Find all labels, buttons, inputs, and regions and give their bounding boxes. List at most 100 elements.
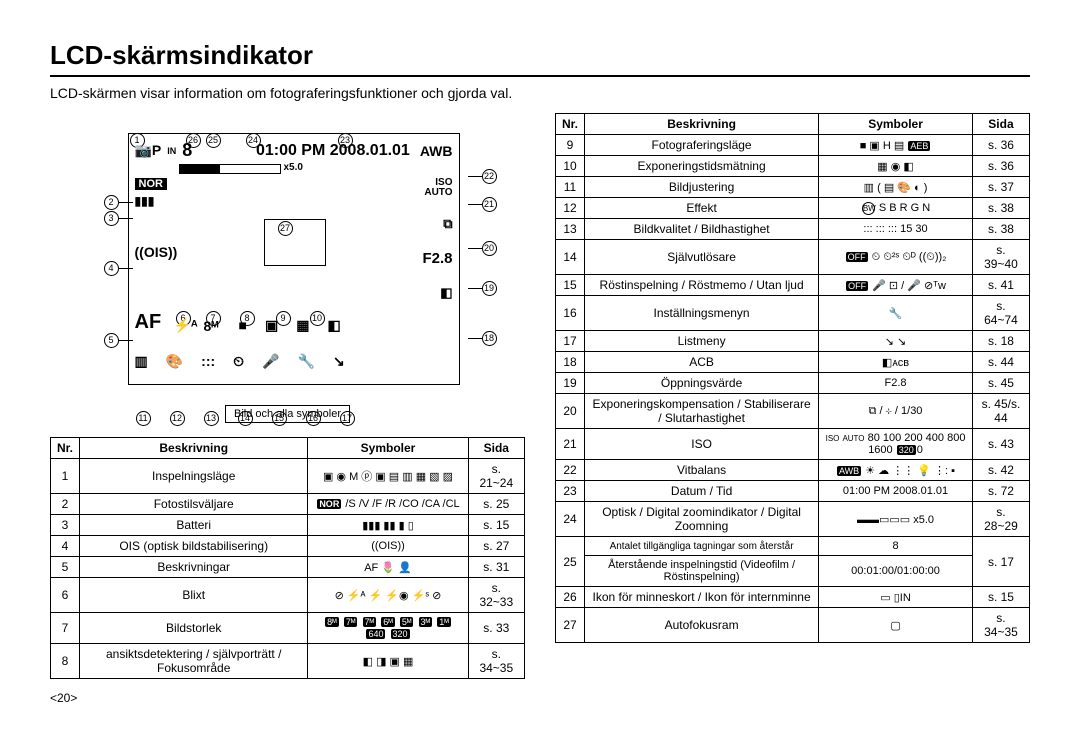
cell-page: s. 42 — [972, 460, 1029, 481]
callout-13: 13 — [204, 411, 219, 426]
cell-sym: OFF 🎤 ⊡ / 🎤 ⊘ᵀw — [819, 275, 973, 296]
th-desc: Beskrivning — [80, 438, 308, 459]
right-icons: ISO AUTO ⧉ F2.8 ◧ — [422, 178, 452, 301]
table-row: 25Antalet tillgängliga tagningar som åte… — [556, 537, 1030, 556]
size-icon: 8ᴹ — [204, 318, 219, 334]
cell-desc: ISO — [585, 429, 819, 460]
cell-page: s. 39~40 — [972, 240, 1029, 275]
table-row: 11Bildjustering▥ ( ▤ 🎨 ◐ )s. 37 — [556, 177, 1030, 198]
cell-nr: 12 — [556, 198, 585, 219]
ois-icon: ((OIS)) — [135, 244, 178, 260]
cell-page: s. 21~24 — [468, 459, 524, 494]
table-row: 2FotostilsväljareNOR /S /V /F /R /CO /CA… — [51, 494, 525, 515]
cell-desc: Bildjustering — [585, 177, 819, 198]
af-label: AF — [135, 311, 162, 334]
callout-19: 19 — [468, 281, 497, 296]
flash-icon: ⚡ᴬ — [174, 317, 198, 334]
cell-page: s. 36 — [972, 135, 1029, 156]
bot-icon: ::: — [201, 353, 215, 370]
bottom-icons: ▥ 🎨 ::: ⏲ 🎤 🔧 ↘ — [135, 353, 345, 370]
cell-desc: Ikon för minneskort / Ikon för internmin… — [585, 587, 819, 608]
cell-nr: 21 — [556, 429, 585, 460]
cell-page: s. 38 — [972, 219, 1029, 240]
th-page: Sida — [972, 114, 1029, 135]
cell-desc: OIS (optisk bildstabilisering) — [80, 536, 308, 557]
cell-nr: 10 — [556, 156, 585, 177]
table-row: 1Inspelningsläge▣ ◉ M ⓟ ▣ ▤ ▥ ▦ ▧ ▨s. 21… — [51, 459, 525, 494]
th-page: Sida — [468, 438, 524, 459]
cell-nr: 15 — [556, 275, 585, 296]
cell-nr: 11 — [556, 177, 585, 198]
cell-sym: OFF ⏲ ⏲²ˢ ⏲ᴰ ((⏲))₂ — [819, 240, 973, 275]
cell-page: s. 43 — [972, 429, 1029, 460]
cell-sym: BW S B R G N — [819, 198, 973, 219]
cell-sym: AF 🌷 👤 — [308, 557, 468, 578]
table-row: 10Exponeringstidsmätning▦ ◉ ◧s. 36 — [556, 156, 1030, 177]
cell-desc: Fotograferingsläge — [585, 135, 819, 156]
cell-page: s. 25 — [468, 494, 524, 515]
table-row: 5BeskrivningarAF 🌷 👤s. 31 — [51, 557, 525, 578]
cell-sym: AWB ☀ ☁ ⋮⋮ 💡 ⋮: ▪ — [819, 460, 973, 481]
th-nr: Nr. — [51, 438, 80, 459]
card-icon: IN — [167, 146, 176, 156]
cell-desc: ansiktsdetektering / självporträtt / Fok… — [80, 644, 308, 679]
table-row: 9Fotograferingsläge■ ▣ H ▤ AEBs. 36 — [556, 135, 1030, 156]
cell-page: s. 15 — [972, 587, 1029, 608]
table-row: 8ansiktsdetektering / självporträtt / Fo… — [51, 644, 525, 679]
cell-desc: Datum / Tid — [585, 481, 819, 502]
mid-icon: ■ — [239, 317, 247, 334]
table-row: 14SjälvutlösareOFF ⏲ ⏲²ˢ ⏲ᴰ ((⏲))₂s. 39~… — [556, 240, 1030, 275]
cell-desc: Återstående inspelningstid (Videofilm / … — [585, 556, 819, 587]
cell-sym: NOR /S /V /F /R /CO /CA /CL — [308, 494, 468, 515]
callout-15: 15 — [272, 411, 287, 426]
bot-icon: 🔧 — [298, 353, 315, 370]
left-column: 1 26 25 24 23 2 3 4 5 22 21 20 19 18 6 7… — [50, 113, 525, 679]
cell-page: s. 33 — [468, 613, 524, 644]
cell-page: s. 34~35 — [468, 644, 524, 679]
cell-nr: 13 — [556, 219, 585, 240]
cell-desc: Fotostilsväljare — [80, 494, 308, 515]
cell-sym: ((OIS)) — [308, 536, 468, 557]
awb: AWB — [420, 143, 453, 159]
bot-icon: ⏲ — [233, 353, 244, 370]
cell-page: s. 18 — [972, 331, 1029, 352]
callout-12: 12 — [170, 411, 185, 426]
table-row: 15Röstinspelning / Röstmemo / Utan ljudO… — [556, 275, 1030, 296]
callout-21: 21 — [468, 197, 497, 212]
cell-nr: 8 — [51, 644, 80, 679]
table-row: Återstående inspelningstid (Videofilm / … — [556, 556, 1030, 587]
cell-nr: 26 — [556, 587, 585, 608]
table-row: 16Inställningsmenyn🔧s. 64~74 — [556, 296, 1030, 331]
cell-page: s. 15 — [468, 515, 524, 536]
cell-nr: 25 — [556, 537, 585, 587]
cell-sym: 8 — [819, 537, 973, 556]
cell-page: s. 17 — [972, 537, 1029, 587]
cell-page: s. 45/s. 44 — [972, 394, 1029, 429]
mid-icon: ▦ — [296, 317, 309, 334]
table-row: 21ISOISO AUTO 80 100 200 400 800 1600 32… — [556, 429, 1030, 460]
callout-16: 16 — [306, 411, 321, 426]
zoom-label: x5.0 — [284, 162, 303, 173]
table-row: 7Bildstorlek8ᴹ 7ᴹ 7ᴹ 6ᴹ 5ᴹ 3ᴹ 1ᴹ 640 320… — [51, 613, 525, 644]
cell-sym: 01:00 PM 2008.01.01 — [819, 481, 973, 502]
cell-sym: ::: ::: ::: 15 30 — [819, 219, 973, 240]
cell-nr: 27 — [556, 608, 585, 643]
table-row: 18ACB◧ᴀᴄʙs. 44 — [556, 352, 1030, 373]
th-desc: Beskrivning — [585, 114, 819, 135]
af-frame — [264, 219, 326, 266]
cell-sym: 00:01:00/01:00:00 — [819, 556, 973, 587]
callout-14: 14 — [238, 411, 253, 426]
cell-page: s. 27 — [468, 536, 524, 557]
cell-desc: ACB — [585, 352, 819, 373]
time: 01:00 PM 2008.01.01 — [256, 142, 410, 160]
cell-nr: 17 — [556, 331, 585, 352]
bot-icon: ▥ — [135, 353, 148, 370]
cell-sym: ■ ▣ H ▤ AEB — [819, 135, 973, 156]
cell-desc: Exponeringskompensation / Stabiliserare … — [585, 394, 819, 429]
th-sym: Symboler — [308, 438, 468, 459]
cell-sym: ▦ ◉ ◧ — [819, 156, 973, 177]
bot-icon: 🎨 — [166, 353, 183, 370]
mid-icon: ▣ — [265, 317, 278, 334]
cell-desc: Röstinspelning / Röstmemo / Utan ljud — [585, 275, 819, 296]
table-row: 20Exponeringskompensation / Stabiliserar… — [556, 394, 1030, 429]
